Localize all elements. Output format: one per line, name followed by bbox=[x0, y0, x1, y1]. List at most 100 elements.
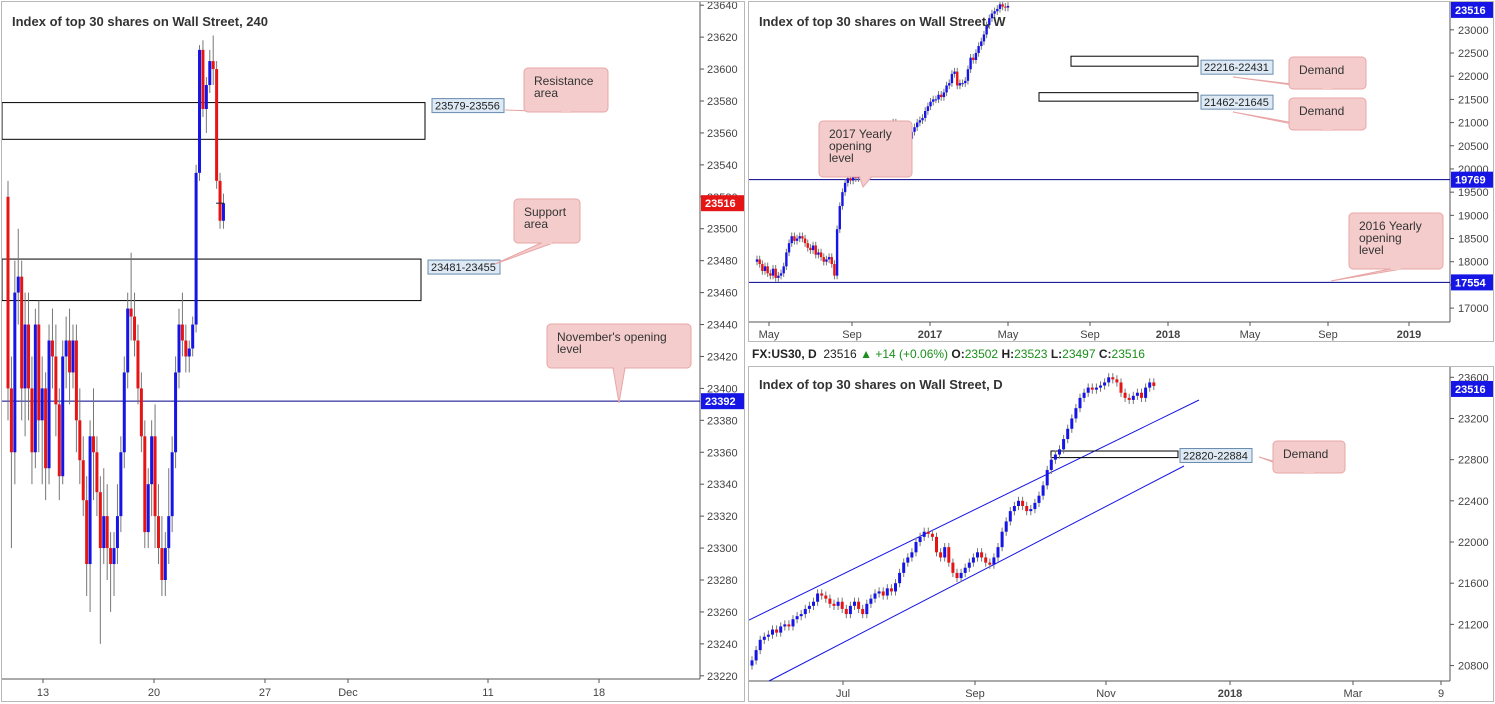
candle-body bbox=[841, 192, 844, 207]
candle-body bbox=[1066, 428, 1070, 440]
candle-body bbox=[6, 196, 10, 389]
x-tick-label: Dec bbox=[338, 687, 358, 699]
open-value: 23502 bbox=[964, 347, 999, 361]
last-price-tag: 23516 bbox=[1455, 5, 1486, 17]
chart-daily-panel[interactable]: 20800 21200 21600 22000 22400 22800 23200 23600… bbox=[748, 366, 1494, 702]
candle-body bbox=[942, 92, 946, 98]
symbol-infobar: FX:US30, D 23516 ▲ +14 (+0.06%) O:23502 … bbox=[748, 343, 1494, 365]
candle-body bbox=[873, 593, 877, 599]
resistance-callout-text: Resistance bbox=[534, 74, 594, 88]
candle-body bbox=[947, 547, 951, 563]
candle-body bbox=[1119, 382, 1123, 393]
y-tick-label: 23220 bbox=[707, 671, 738, 683]
y-tick-label: 23280 bbox=[707, 575, 738, 587]
candle-body bbox=[985, 25, 988, 35]
candle-body bbox=[980, 41, 983, 47]
candle-body bbox=[47, 340, 51, 469]
candle-body bbox=[998, 4, 1002, 9]
candle-body bbox=[1090, 387, 1094, 390]
yearly-2017-callout-text: level bbox=[829, 151, 854, 165]
candle-body bbox=[906, 557, 910, 563]
y-tick-label: 23580 bbox=[707, 96, 738, 108]
candle-body bbox=[988, 18, 991, 26]
candle-body bbox=[774, 268, 777, 278]
candle-body bbox=[795, 616, 799, 620]
y-tick-label: 23340 bbox=[707, 479, 738, 491]
demand-callout-joint bbox=[1304, 471, 1314, 474]
candle-body bbox=[996, 547, 1000, 558]
candle-body bbox=[1029, 509, 1033, 512]
candle-body bbox=[803, 238, 807, 244]
candle-body bbox=[992, 557, 996, 565]
candle-body bbox=[1107, 377, 1111, 383]
candle-body bbox=[761, 264, 764, 271]
candle-body bbox=[824, 595, 828, 599]
candle-body bbox=[976, 552, 979, 558]
candle-body bbox=[1099, 385, 1102, 388]
x-tick-label: Mar bbox=[1344, 688, 1363, 700]
candle-body bbox=[803, 608, 807, 615]
x-tick-label: Sep bbox=[842, 329, 862, 341]
candle-body bbox=[766, 266, 769, 274]
candle-body bbox=[143, 436, 147, 533]
candle-body bbox=[958, 83, 962, 86]
y-tick-label: 19500 bbox=[1458, 187, 1489, 199]
candle-body bbox=[1111, 377, 1115, 380]
support-zone-label-bg bbox=[427, 259, 501, 275]
candle-body bbox=[930, 533, 934, 537]
candle-body bbox=[105, 516, 109, 549]
chart-240[interactable]: 23220 23240 23260 23280 23300 23320 23340 23360… bbox=[2, 2, 745, 702]
candle-body bbox=[988, 562, 992, 565]
yearly-2017-tag: 19769 bbox=[1455, 175, 1486, 187]
candle-body bbox=[27, 324, 31, 389]
candle-body bbox=[937, 94, 940, 100]
candle-body bbox=[924, 110, 927, 118]
november-callout-tail bbox=[612, 367, 626, 404]
candle-body bbox=[921, 117, 924, 121]
candle-body bbox=[816, 593, 820, 602]
candle-body bbox=[180, 324, 184, 341]
last-price-tag: 23516 bbox=[1455, 384, 1486, 396]
chart-weekly[interactable]: 1700017500180001850019000195002000020500… bbox=[749, 2, 1494, 342]
demand-zone bbox=[1050, 450, 1179, 459]
y-tick-label: 23380 bbox=[707, 415, 738, 427]
demand-callout-upper: Demand bbox=[1232, 56, 1367, 90]
yearly-2016-callout-text: opening bbox=[1359, 231, 1402, 245]
x-tick-label: May bbox=[998, 329, 1019, 341]
demand-zone-upper-label-bg bbox=[1200, 59, 1274, 75]
candle-body bbox=[1070, 418, 1074, 429]
x-tick-label: 27 bbox=[259, 687, 271, 699]
candle-body bbox=[1004, 6, 1007, 8]
candle-body bbox=[1115, 379, 1119, 383]
candle-body bbox=[990, 13, 994, 19]
candle-body bbox=[817, 252, 820, 255]
candle-body bbox=[122, 372, 126, 453]
candle-body bbox=[777, 275, 780, 278]
demand-zone-label: 22820-22884 bbox=[1183, 451, 1248, 463]
candle-body bbox=[37, 324, 41, 421]
y-tick-label: 20800 bbox=[1458, 661, 1489, 673]
chart-240-panel[interactable]: 23220 23240 23260 23280 23300 23320 23340 23360… bbox=[1, 1, 745, 702]
candle-body bbox=[961, 83, 964, 85]
y-tick-label: 21500 bbox=[1458, 94, 1489, 106]
y-tick-label: 23640 bbox=[707, 2, 738, 12]
candle-body bbox=[1025, 505, 1029, 512]
candle-body bbox=[846, 178, 849, 183]
candle-body bbox=[819, 252, 823, 258]
candle-body bbox=[146, 484, 150, 533]
chart-weekly-panel[interactable]: 1700017500180001850019000195002000020500… bbox=[748, 1, 1494, 342]
symbol-label: FX:US30, D bbox=[752, 347, 817, 361]
candle-body bbox=[762, 636, 766, 640]
y-tick-label: 17000 bbox=[1458, 303, 1489, 315]
candle-body bbox=[109, 548, 113, 565]
y-tick-label: 23240 bbox=[707, 639, 738, 651]
candle-body bbox=[822, 257, 825, 262]
candle-body bbox=[945, 85, 948, 93]
candle-body bbox=[835, 229, 839, 276]
candle-body bbox=[191, 324, 195, 349]
chart-daily[interactable]: 2080021200216002200022400228002320023600… bbox=[749, 367, 1494, 702]
x-tick-label: May bbox=[1240, 329, 1261, 341]
candle-body bbox=[785, 252, 788, 267]
